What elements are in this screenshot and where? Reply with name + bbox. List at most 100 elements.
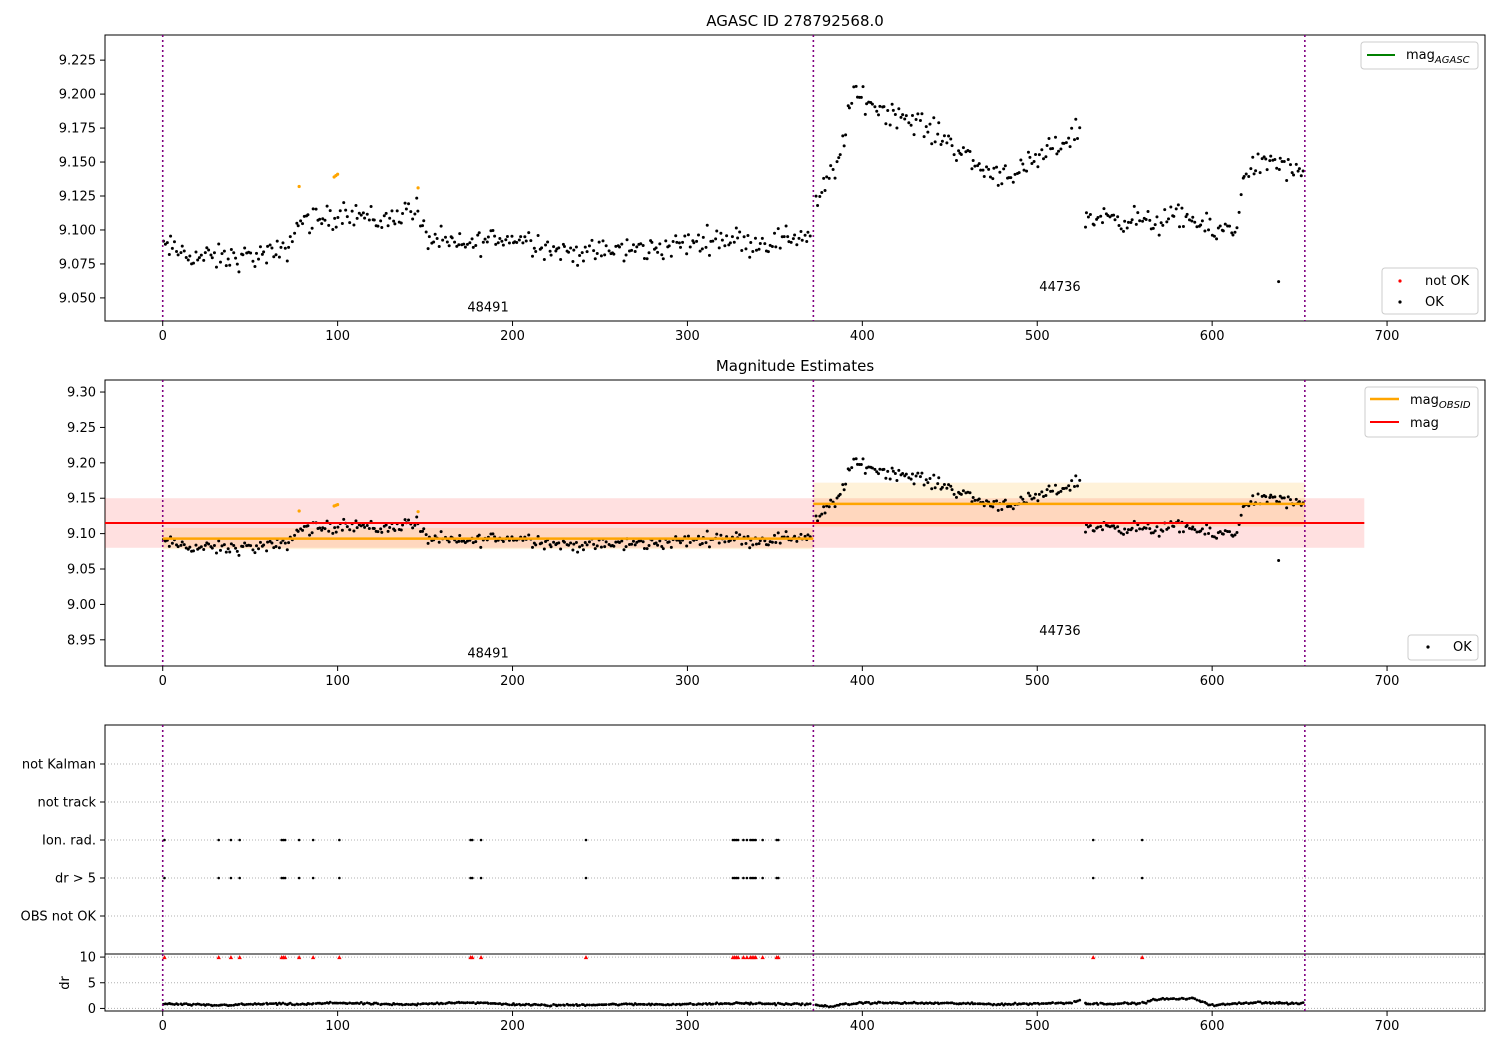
ok-point (1121, 229, 1125, 233)
dr-point (870, 1001, 874, 1005)
dr-clipped-marker (753, 955, 758, 960)
ok-point (814, 514, 818, 518)
ok-point (1184, 215, 1188, 219)
dr-clipped-marker (744, 955, 750, 960)
ok-point (593, 257, 597, 261)
ok-point (1200, 219, 1204, 223)
dr-point (985, 1002, 988, 1006)
ok-point (1000, 508, 1004, 512)
dr-point (559, 1003, 563, 1007)
ok-point (407, 518, 411, 522)
ok-point (850, 101, 854, 105)
ok-point (895, 126, 899, 130)
ok-point (386, 529, 390, 533)
x-tick-label: 0 (159, 1019, 167, 1034)
ok-point (909, 477, 913, 481)
ok-point (641, 244, 645, 248)
dr-point (536, 1003, 540, 1007)
ok-point (617, 540, 621, 544)
ok-point (748, 255, 752, 259)
ok-point (924, 478, 928, 482)
dr-point (352, 1002, 356, 1005)
legend-ok-notok: not OK OK (1381, 267, 1479, 315)
ok-point (323, 527, 327, 531)
dr-point (468, 1001, 472, 1005)
ok-point (277, 255, 281, 259)
ok-point (318, 217, 322, 221)
ok-point (1011, 180, 1015, 184)
ok-point (763, 539, 767, 543)
ok-point (1299, 174, 1303, 178)
dr-point (311, 1002, 315, 1005)
x-tick-label: 500 (1025, 329, 1050, 344)
ok-point (1017, 171, 1021, 175)
ok-point (766, 250, 770, 254)
ok-point (1144, 218, 1148, 222)
ok-point (288, 235, 292, 239)
ok-point (1195, 530, 1199, 534)
ok-point (1215, 536, 1219, 540)
dr-point (1108, 1002, 1112, 1006)
ok-point (1134, 529, 1138, 533)
ok-point (1084, 530, 1088, 534)
x-tick-label: 600 (1200, 1019, 1225, 1034)
ok-point (698, 249, 702, 253)
ok-point (287, 541, 291, 545)
dr-point (262, 1002, 266, 1006)
ok-point (658, 242, 662, 246)
ok-point (1181, 530, 1185, 534)
ok-point (599, 545, 603, 549)
ok-point (572, 542, 576, 546)
ok-point (1072, 138, 1076, 142)
dr-point (578, 1003, 581, 1007)
ok-point (272, 255, 276, 259)
ok-point (907, 121, 911, 125)
ok-point (1044, 155, 1048, 159)
ok-point (365, 212, 369, 216)
ok-point (614, 244, 618, 248)
ok-point (437, 540, 441, 544)
ok-point (882, 105, 886, 109)
ok-point (679, 541, 683, 545)
dr-point (1119, 1002, 1123, 1005)
ok-point (474, 540, 478, 544)
ok-point (595, 252, 599, 256)
ok-point (797, 236, 801, 240)
ok-point (1277, 168, 1281, 172)
ok-point (578, 253, 582, 257)
ok-point (787, 240, 791, 244)
ok-point (825, 175, 829, 179)
ok-point (918, 475, 922, 479)
ok-point (833, 176, 837, 180)
ok-point (569, 541, 573, 545)
ok-point (552, 540, 556, 544)
ok-point (715, 229, 719, 233)
ok-point (424, 230, 428, 234)
ok-point (501, 540, 505, 544)
ok-point (491, 229, 495, 233)
ok-point (1101, 528, 1105, 532)
ok-point (977, 497, 981, 501)
ok-point (1025, 169, 1029, 173)
ok-point (1200, 527, 1204, 531)
ok-point (1277, 280, 1281, 284)
ok-point (202, 547, 206, 551)
dr-point (323, 1001, 327, 1005)
ok-point (191, 549, 195, 553)
ok-point (479, 254, 483, 258)
ok-point (901, 471, 905, 475)
ok-point (548, 249, 552, 253)
x-tick-label: 400 (850, 329, 875, 344)
dr-point (1130, 1001, 1134, 1005)
ok-point (940, 139, 944, 143)
ok-point (327, 529, 331, 533)
panel-agasc: AGASC ID 278792568.0 0 100 200 300 400 500 600… (59, 12, 1486, 344)
ok-point (498, 237, 502, 241)
ok-point (234, 256, 238, 260)
ok-point (667, 540, 671, 544)
ok-point (170, 541, 174, 545)
ok-point (401, 523, 405, 527)
dr-point (681, 1002, 684, 1006)
ok-point (991, 177, 995, 181)
ok-point (1076, 136, 1080, 140)
